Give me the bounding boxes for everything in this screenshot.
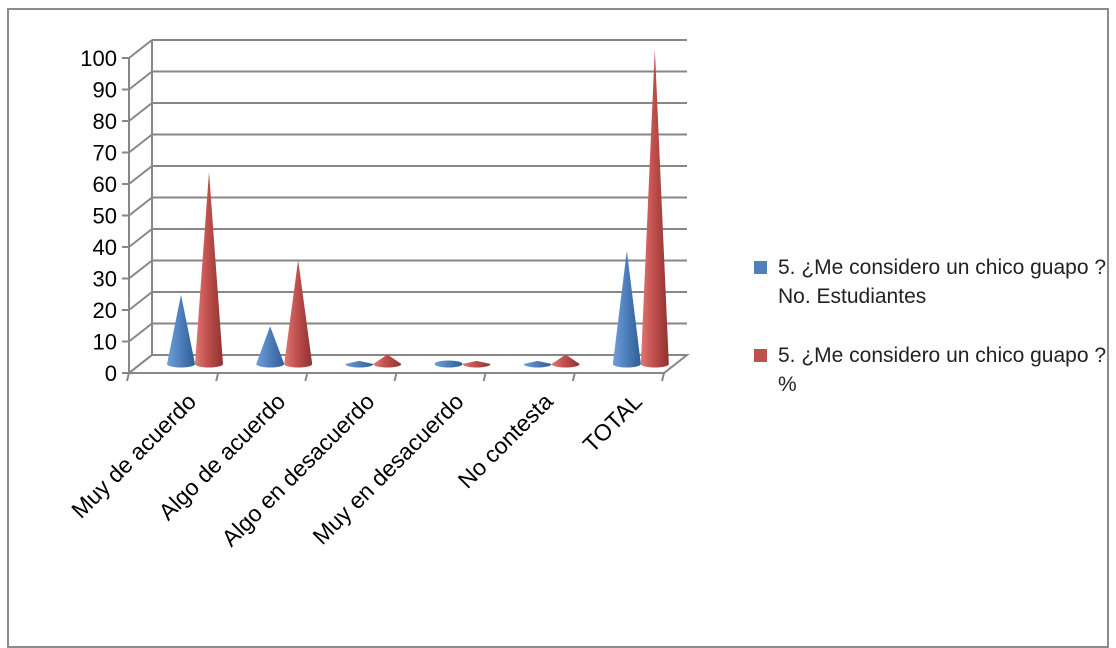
cone-percent-2 bbox=[373, 354, 402, 368]
y-tick-label: 60 bbox=[93, 172, 117, 197]
y-tick-label: 80 bbox=[93, 109, 117, 134]
gridlines bbox=[128, 39, 687, 374]
legend-swatch-blue bbox=[754, 261, 767, 274]
y-tick-label: 100 bbox=[80, 46, 117, 71]
gridline-wall-connector bbox=[128, 165, 153, 185]
gridline-wall-connector bbox=[128, 322, 153, 343]
gridline-wall-connector bbox=[128, 228, 153, 248]
legend-swatch-red bbox=[754, 349, 767, 362]
legend-label-students: 5. ¿Me considero un chico guapo ? No. Es… bbox=[778, 256, 1107, 308]
cone-percent-1 bbox=[284, 260, 313, 368]
axes bbox=[122, 40, 690, 382]
x-category-label: Algo en desacuerdo bbox=[216, 388, 379, 551]
x-tick-mark bbox=[482, 372, 487, 382]
y-axis-tick-labels: 0 10 20 30 40 50 60 70 80 90 100 bbox=[80, 46, 117, 386]
cone-students-2 bbox=[345, 360, 374, 368]
y-tick-label: 90 bbox=[93, 78, 117, 103]
gridline-wall-connector bbox=[128, 133, 153, 154]
x-tick-mark bbox=[126, 372, 130, 382]
cone-students-0 bbox=[167, 294, 195, 368]
x-tick-mark bbox=[393, 372, 398, 382]
cone-chart: 0 10 20 30 40 50 60 70 80 90 100 Muy de acuerdoAlg… bbox=[66, 39, 690, 551]
y-tick-label: 10 bbox=[93, 330, 117, 355]
gridline-wall-connector bbox=[128, 259, 153, 280]
x-tick-mark bbox=[304, 372, 309, 382]
x-tick-mark bbox=[661, 372, 665, 382]
y-tick-label: 50 bbox=[93, 204, 117, 229]
cone-students-1 bbox=[256, 326, 285, 368]
gridline-wall-connector bbox=[128, 102, 153, 122]
cone-students-3 bbox=[434, 360, 463, 368]
gridline-wall-connector bbox=[128, 39, 153, 59]
gridline-wall-connector bbox=[128, 196, 153, 217]
y-tick-label: 70 bbox=[93, 141, 117, 166]
y-tick-label: 40 bbox=[93, 235, 117, 260]
cone-students-5 bbox=[612, 250, 641, 368]
y-tick-label: 0 bbox=[105, 361, 117, 386]
x-category-label: TOTAL bbox=[578, 388, 647, 457]
x-tick-mark bbox=[215, 372, 220, 382]
gridline-wall-connector bbox=[128, 291, 153, 311]
cone-students-4 bbox=[523, 360, 552, 368]
cone-percent-3 bbox=[462, 360, 491, 368]
x-tick-mark bbox=[571, 372, 576, 382]
chart-area: 0 10 20 30 40 50 60 70 80 90 100 Muy de acuerdo Alg… bbox=[7, 8, 1109, 648]
cone-marks bbox=[167, 49, 669, 368]
legend-label-percent: 5. ¿Me considero un chico guapo ? % bbox=[778, 344, 1107, 396]
cone-percent-0 bbox=[195, 171, 224, 368]
y-tick-label: 20 bbox=[93, 298, 117, 323]
cone-percent-4 bbox=[551, 354, 580, 368]
x-category-label: Muy en desacuerdo bbox=[307, 388, 468, 549]
y-tick-label: 30 bbox=[93, 267, 117, 292]
cone-percent-5 bbox=[640, 49, 669, 368]
x-category-label: No contesta bbox=[453, 388, 558, 493]
gridline-wall-connector bbox=[128, 70, 153, 91]
